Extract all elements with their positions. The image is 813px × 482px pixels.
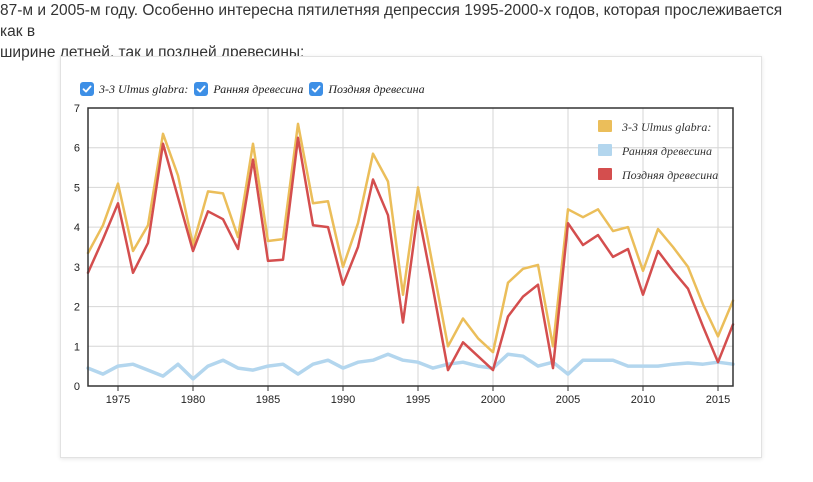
toggle-late-wood[interactable]: Поздняя древесина <box>309 81 425 97</box>
toggle-early-wood[interactable]: Ранняя древесина <box>194 82 303 97</box>
series-line-1 <box>86 122 735 354</box>
legend-swatch <box>598 168 612 180</box>
toggle-label: Поздняя древесина <box>328 81 425 96</box>
legend: 3-3 Ulmus glabra: Ранняя древесина Поздняя… <box>598 120 718 182</box>
legend-label: Поздняя древесина <box>621 168 718 182</box>
series-line-3 <box>86 136 735 372</box>
y-tick-label: 6 <box>74 143 80 155</box>
legend-label: Ранняя древесина <box>621 144 712 158</box>
checkbox-checked-icon[interactable] <box>194 82 209 96</box>
y-tick-label: 2 <box>74 302 80 314</box>
x-tick-label: 1995 <box>406 394 430 406</box>
legend-label: 3-3 Ulmus glabra: <box>621 120 711 134</box>
y-tick-label: 0 <box>74 381 80 393</box>
y-tick-label: 5 <box>74 182 80 194</box>
y-tick-label: 3 <box>74 262 80 274</box>
x-tick-label: 2010 <box>631 394 655 406</box>
legend-swatch <box>598 144 612 156</box>
plot-frame <box>87 107 734 387</box>
article-text-line-1: 87-м и 2005-м году. Особенно интересна п… <box>0 2 783 40</box>
y-tick-label: 7 <box>74 103 80 115</box>
x-tick-label: 2015 <box>706 394 730 406</box>
toggle-label: 3-3 Ulmus glabra: <box>99 81 189 96</box>
checkbox-checked-icon[interactable] <box>80 82 94 96</box>
series-line-2 <box>86 352 735 381</box>
x-tick-label: 1980 <box>181 394 205 406</box>
x-tick-label: 2000 <box>481 394 505 406</box>
series-toggle-bar: 3-3 Ulmus glabra: Ранняя древесина Поздн… <box>80 80 431 98</box>
x-tick-label: 1975 <box>106 394 130 406</box>
x-tick-label: 1985 <box>256 394 280 406</box>
legend-swatch <box>598 120 612 132</box>
y-tick-label: 1 <box>74 341 80 353</box>
toggle-label: Ранняя древесина <box>213 81 304 96</box>
x-tick-label: 2005 <box>556 394 580 406</box>
toggle-ulmus-glabra[interactable]: 3-3 Ulmus glabra: <box>80 82 188 97</box>
checkbox-checked-icon[interactable] <box>309 82 324 96</box>
y-tick-label: 4 <box>74 222 80 234</box>
x-tick-label: 1990 <box>331 394 355 406</box>
